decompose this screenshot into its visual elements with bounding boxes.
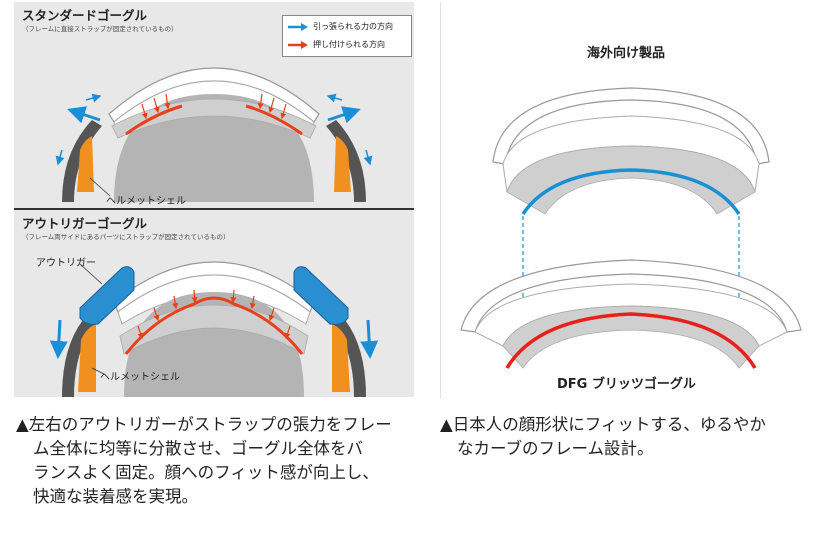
- helmet-leader-line: [89, 177, 111, 197]
- caption-line: ランスよく固定。顔へのフィット感が向上し、: [33, 463, 379, 482]
- left-caption: ▲左右のアウトリガーがストラップの張力をフレー ム全体に均等に分散させ、ゴーグル…: [16, 413, 392, 509]
- orange-pad-right-top: [334, 136, 351, 192]
- outrigger-goggle-subtitle: （フレーム両サイドにあるパーツにストラップが固定されているもの）: [22, 233, 230, 241]
- section-divider: [14, 208, 414, 210]
- push-arrow: [284, 325, 291, 340]
- overseas-product-title: 海外向け製品: [587, 46, 666, 61]
- overseas-frame-gray: [506, 145, 756, 215]
- legend-row-push: 押し付けられる方向: [287, 39, 385, 50]
- pull-arrow: [55, 149, 65, 166]
- orange-pad-left-top: [77, 136, 94, 192]
- pull-arrow: [85, 93, 102, 103]
- push-arrow: [141, 103, 148, 120]
- push-arrow: [137, 325, 144, 340]
- helmet-shell-top-right: [326, 120, 366, 202]
- legend-push-label: 押し付けられる方向: [313, 40, 385, 49]
- caption-line: ▲日本人の顔形状にフィットする、ゆるやか: [440, 415, 766, 434]
- helmet-shell-label-top: ヘルメットシェル: [106, 196, 186, 207]
- pull-arrow: [67, 106, 101, 124]
- dfg-frame-outer: [460, 259, 802, 333]
- push-arrow: [191, 289, 198, 304]
- standard-goggle-subtitle: （フレームに直接ストラップが固定されているもの）: [22, 25, 178, 33]
- push-arrow: [153, 97, 160, 114]
- caption-line: ▲左右のアウトリガーがストラップの張力をフレー: [16, 415, 392, 434]
- outrigger-left: [79, 266, 135, 325]
- legend-pull-label: 引っ張られる力の方向: [313, 22, 393, 31]
- push-arrow: [257, 93, 264, 110]
- contact-line-full: [124, 296, 304, 355]
- outrigger-goggle-title: アウトリガーゴーグル: [22, 216, 148, 231]
- red-arrow-icon: [288, 40, 308, 49]
- right-caption: ▲日本人の顔形状にフィットする、ゆるやか なカーブのフレーム設計。: [440, 413, 766, 461]
- push-arrow: [164, 93, 171, 110]
- outrigger-goggle-diagram: [49, 261, 379, 397]
- helmet-leader-line: [91, 367, 105, 375]
- push-arrow: [172, 295, 179, 310]
- left-diagram-panel: スタンダードゴーグル （フレームに直接ストラップが固定されているもの） 引っ張ら…: [14, 2, 414, 397]
- push-arrow: [268, 97, 275, 114]
- outrigger-label: アウトリガー: [36, 258, 96, 269]
- left-diagram-svg: [49, 67, 379, 397]
- pull-arrow: [360, 319, 379, 359]
- contact-line-left: [125, 104, 183, 136]
- overseas-goggle-diagram: [492, 87, 770, 215]
- caption-line: 快適な装着感を実現。: [33, 487, 198, 506]
- push-arrow: [153, 307, 160, 322]
- force-legend: 引っ張られる力の方向 押し付けられる方向: [282, 15, 412, 57]
- dfg-face-curve: [505, 312, 757, 369]
- dfg-goggle-diagram: [460, 259, 802, 369]
- push-arrow: [230, 289, 237, 304]
- dfg-product-title: DFG ブリッツゴーグル: [557, 377, 696, 392]
- overseas-frame-outer: [492, 87, 770, 165]
- helmet-shell-bottom: [62, 314, 98, 397]
- standard-goggle-diagram: [55, 67, 373, 202]
- push-arrow: [268, 307, 275, 322]
- standard-goggle-title: スタンダードゴーグル: [22, 8, 148, 23]
- orange-pad-left-bottom: [78, 324, 96, 392]
- right-diagram-panel: 海外向け製品 DFG ブリッツゴーグル: [440, 2, 820, 399]
- helmet-shell-label-bottom: ヘルメットシェル: [100, 372, 180, 383]
- pull-arrow: [363, 149, 373, 166]
- helmet-shell-top: [62, 120, 102, 202]
- blue-arrow-icon: [288, 22, 308, 31]
- caption-line: ム全体に均等に分散させ、ゴーグル全体をバ: [33, 439, 363, 458]
- right-diagram-svg: [460, 87, 802, 369]
- pull-arrow: [49, 319, 68, 359]
- legend-row-pull: 引っ張られる力の方向: [287, 21, 393, 32]
- pull-arrow: [326, 93, 343, 103]
- dfg-frame-gray: [502, 305, 760, 369]
- frame-band-top: [111, 98, 317, 139]
- helmet-shell-bottom-right: [330, 314, 366, 397]
- caption-line: なカーブのフレーム設計。: [457, 439, 654, 458]
- pull-arrow: [327, 106, 361, 124]
- orange-pad-right-bottom: [332, 324, 350, 392]
- push-arrow: [280, 103, 287, 120]
- contact-line-right: [245, 104, 303, 136]
- outrigger-right: [293, 266, 349, 325]
- outrigger-leader-line: [79, 263, 103, 285]
- push-arrow: [249, 295, 256, 310]
- overseas-face-curve: [521, 168, 741, 215]
